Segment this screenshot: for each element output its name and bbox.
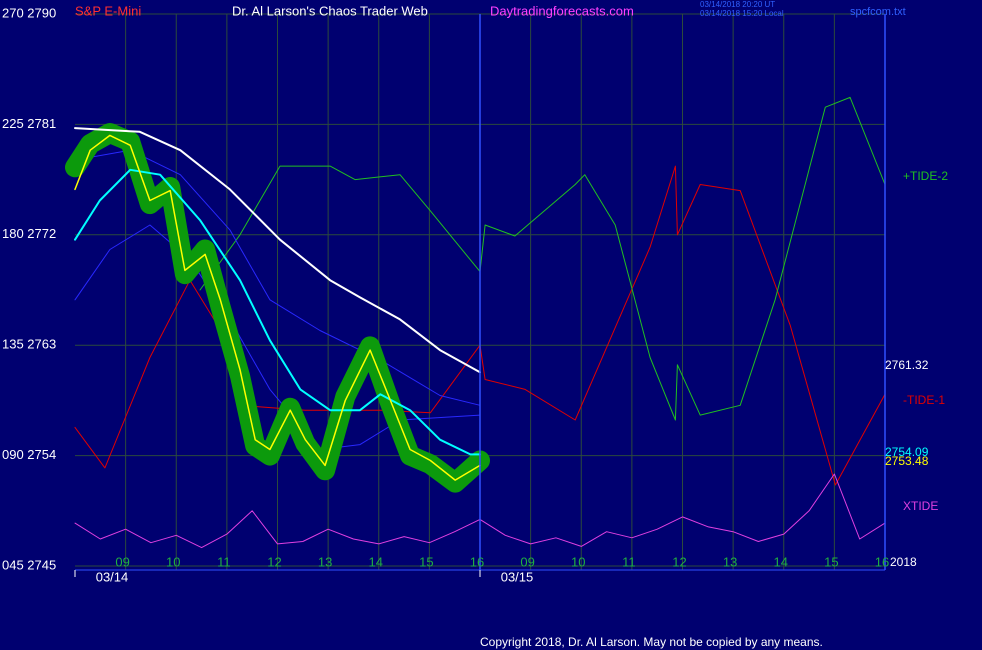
series-label: -TIDE-1 [903,393,945,407]
timestamp: 03/14/2018 20:20 UT [700,0,775,9]
series-line [74,224,481,450]
x-tick-label: 09 [520,554,534,569]
price-label: 2754.09 [885,445,929,459]
x-tick-label: 12 [672,554,686,569]
series-line [74,127,481,374]
series-line [74,165,886,486]
date-label: 03/14 [96,569,129,584]
series-line [74,149,481,406]
year-label: 2018 [890,555,917,569]
series-line [199,96,886,421]
file-name: spcfcom.txt [850,6,906,18]
y-tick-label: 090 2754 [2,447,56,462]
date-label: 03/15 [501,569,534,584]
x-tick-label: 16 [875,554,889,569]
y-tick-label: 135 2763 [2,337,56,352]
x-tick-label: 10 [571,554,585,569]
x-tick-label: 09 [115,554,129,569]
site: Daytradingforecasts.com [490,3,634,18]
x-tick-label: 11 [622,554,636,569]
series-label: +TIDE-2 [903,169,948,183]
chart-title: Dr. Al Larson's Chaos Trader Web [232,3,428,18]
y-tick-label: 045 2745 [2,557,56,572]
x-tick-label: 13 [723,554,737,569]
symbol: S&P E-Mini [75,3,141,18]
y-tick-label: 270 2790 [2,5,56,20]
x-tick-label: 11 [217,554,231,569]
series-label: XTIDE [903,499,938,513]
x-tick-label: 15 [419,554,433,569]
x-tick-label: 13 [318,554,332,569]
x-tick-label: 14 [369,554,383,569]
x-tick-label: 16 [470,554,484,569]
x-tick-label: 14 [774,554,788,569]
price-label: 2753.48 [885,454,929,468]
x-tick-label: 10 [166,554,180,569]
price-label: 2761.32 [885,358,929,372]
plot [65,96,886,549]
series-line [74,134,481,481]
x-tick-label: 12 [267,554,281,569]
x-tick-label: 15 [824,554,838,569]
y-tick-label: 225 2781 [2,116,56,131]
timestamp: 03/14/2018 15:20 Local [700,9,784,18]
copyright: Copyright 2018, Dr. Al Larson. May not b… [480,635,823,649]
y-tick-label: 180 2772 [2,226,56,241]
